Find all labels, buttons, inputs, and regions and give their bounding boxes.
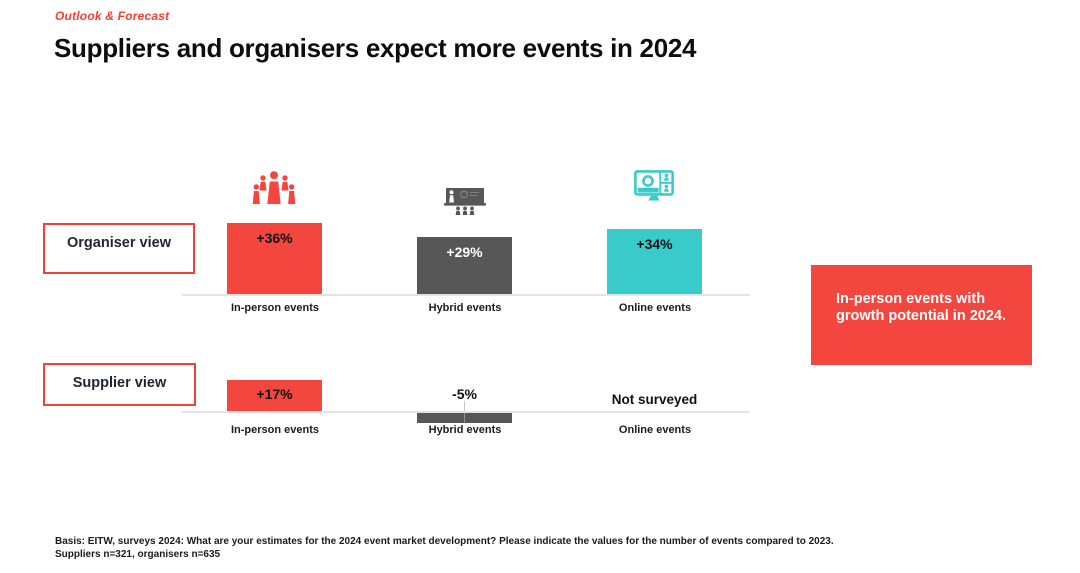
bar-value-supplier-hybrid: -5% <box>452 386 477 402</box>
bar-organiser-in-person: +36% <box>227 223 322 294</box>
online-events-icon <box>634 170 674 206</box>
bar-organiser-online: +34% <box>607 229 702 294</box>
supplier-view-label: Supplier view <box>43 363 196 406</box>
footer-line-2: Suppliers n=321, organisers n=635 <box>55 549 221 560</box>
callout-box: In-person events with growth potential i… <box>811 265 1032 365</box>
negative-bar-tick <box>464 401 465 411</box>
bar-supplier-hybrid-negative <box>417 413 512 423</box>
bar-value: +36% <box>256 230 293 246</box>
organiser-view-label: Organiser view <box>43 223 195 274</box>
category-label-online: Online events <box>618 302 692 314</box>
bar-organiser-hybrid: +29% <box>417 237 512 294</box>
hybrid-events-icon <box>443 188 487 220</box>
organiser-baseline <box>182 294 750 296</box>
bar-value: +29% <box>446 244 483 260</box>
page-title: Suppliers and organisers expect more eve… <box>54 33 697 63</box>
bar-value: +17% <box>256 386 293 402</box>
category-label-online: Online events <box>618 424 692 436</box>
footer-note: Basis: EITW, surveys 2024: What are your… <box>55 535 834 561</box>
category-label-hybrid: Hybrid events <box>428 302 502 314</box>
bar-value: +34% <box>636 236 673 252</box>
supplier-baseline <box>182 411 750 413</box>
category-label-in-person: In-person events <box>230 424 320 436</box>
category-label-in-person: In-person events <box>230 302 320 314</box>
negative-bar-tick-inner <box>464 413 465 423</box>
in-person-events-icon <box>251 171 297 210</box>
topic-label: Outlook & Forecast <box>55 9 170 23</box>
footer-line-1: Basis: EITW, surveys 2024: What are your… <box>55 536 834 547</box>
not-surveyed-label: Not surveyed <box>611 392 698 407</box>
category-label-hybrid: Hybrid events <box>428 424 502 436</box>
bar-supplier-in-person: +17% <box>227 380 322 411</box>
